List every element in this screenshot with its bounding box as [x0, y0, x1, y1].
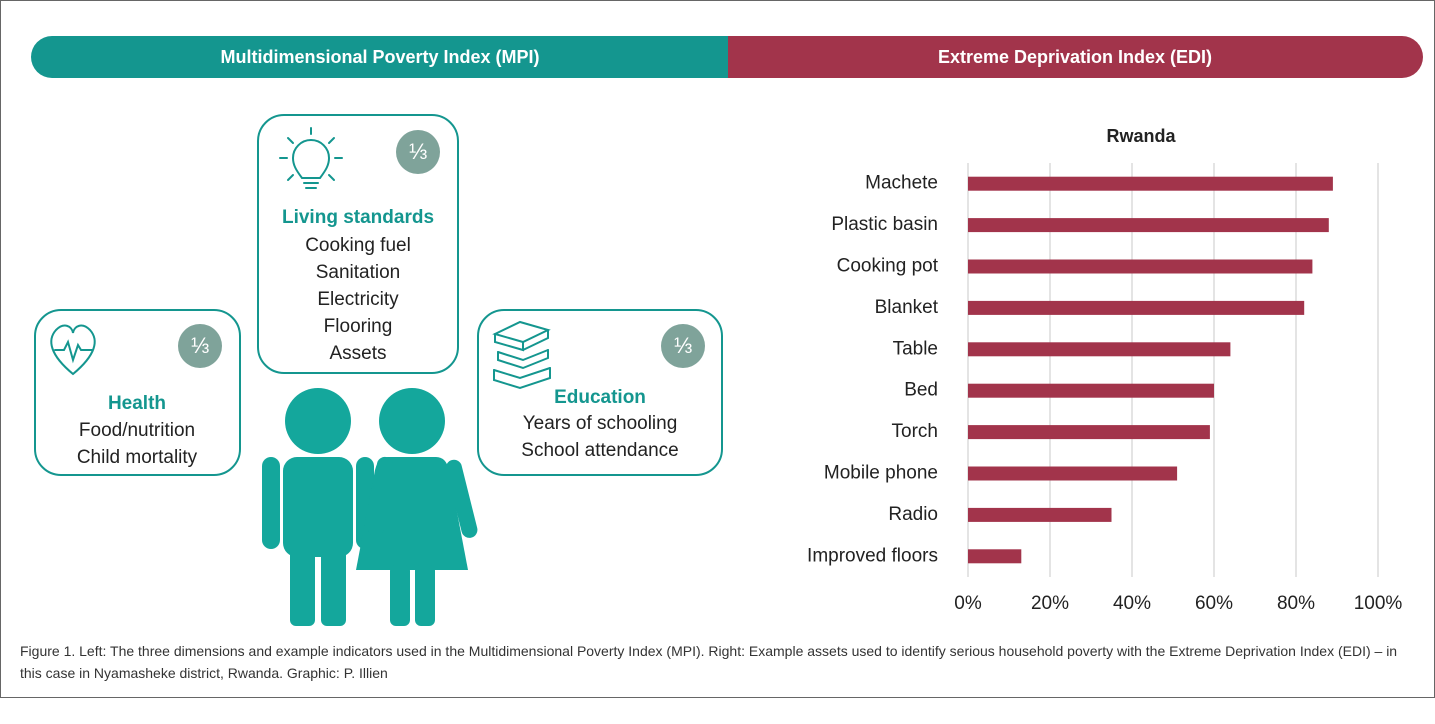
- bar: [968, 342, 1230, 356]
- bar: [968, 301, 1304, 315]
- bar: [968, 218, 1329, 232]
- indicator: Food/nutrition: [79, 420, 195, 441]
- y-tick-label: Torch: [892, 421, 938, 442]
- bar: [968, 549, 1021, 563]
- x-tick-label: 80%: [1277, 593, 1315, 614]
- y-tick-label: Cooking pot: [837, 256, 939, 277]
- dimension-title: Living standards: [282, 207, 434, 228]
- indicator: Electricity: [317, 289, 399, 310]
- indicator: Assets: [329, 343, 386, 364]
- indicator: Cooking fuel: [305, 235, 411, 256]
- page: Multidimensional Poverty Index (MPI) Ext…: [0, 0, 1435, 724]
- indicator: Years of schooling: [523, 413, 678, 434]
- dimension-title: Health: [108, 393, 166, 414]
- x-tick-label: 40%: [1113, 593, 1151, 614]
- weight: ⅓: [409, 139, 427, 164]
- x-tick-label: 100%: [1354, 593, 1403, 614]
- y-tick-label: Bed: [904, 380, 938, 401]
- y-tick-label: Table: [893, 338, 938, 359]
- bar: [968, 384, 1214, 398]
- bar: [968, 508, 1112, 522]
- bar: [968, 425, 1210, 439]
- caption: Figure 1. Left: The three dimensions and…: [20, 640, 1410, 684]
- x-tick-label: 0%: [954, 593, 982, 614]
- chart-title: Rwanda: [1106, 126, 1176, 146]
- y-tick-label: Plastic basin: [831, 214, 938, 235]
- indicator: Child mortality: [77, 447, 198, 468]
- bar: [968, 177, 1333, 191]
- bar: [968, 260, 1312, 274]
- x-tick-label: 20%: [1031, 593, 1069, 614]
- y-tick-label: Mobile phone: [824, 463, 938, 484]
- dimension-title: Education: [554, 387, 646, 408]
- y-tick-label: Radio: [888, 504, 938, 525]
- indicator: Sanitation: [316, 262, 401, 283]
- bar: [968, 467, 1177, 481]
- mpi-header: Multidimensional Poverty Index (MPI): [220, 47, 539, 67]
- y-tick-label: Machete: [865, 173, 938, 194]
- edi-header: Extreme Deprivation Index (EDI): [938, 47, 1212, 67]
- people-icon: [262, 388, 479, 626]
- figure: Multidimensional Poverty Index (MPI) Ext…: [0, 0, 1435, 724]
- y-tick-label: Blanket: [875, 297, 939, 318]
- x-tick-label: 60%: [1195, 593, 1233, 614]
- indicator: School attendance: [521, 440, 678, 461]
- indicator: Flooring: [324, 316, 393, 337]
- weight: ⅓: [191, 333, 209, 358]
- weight: ⅓: [674, 333, 692, 358]
- y-tick-label: Improved floors: [807, 545, 938, 566]
